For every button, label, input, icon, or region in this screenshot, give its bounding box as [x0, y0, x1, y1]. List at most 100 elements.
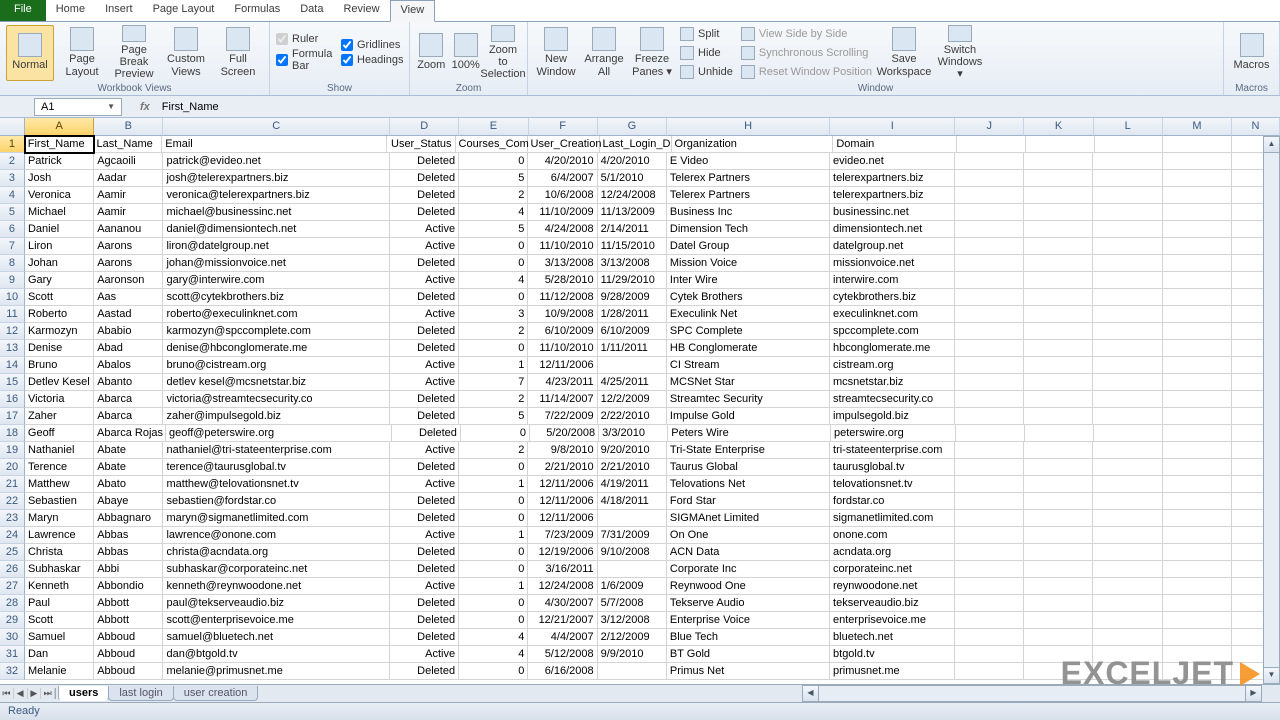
- cell[interactable]: 12/21/2007: [528, 612, 597, 629]
- cell[interactable]: [1093, 578, 1162, 595]
- cell[interactable]: [1163, 391, 1232, 408]
- cell[interactable]: Bruno: [25, 357, 94, 374]
- cell[interactable]: 11/10/2009: [528, 204, 597, 221]
- row-header[interactable]: 21: [0, 476, 25, 493]
- check-gridlines[interactable]: Gridlines: [341, 39, 401, 51]
- cell[interactable]: Dan: [25, 646, 94, 663]
- cell[interactable]: [1093, 170, 1162, 187]
- cell[interactable]: [955, 476, 1024, 493]
- cell[interactable]: Maryn: [25, 510, 94, 527]
- cell[interactable]: detlev kesel@mcsnetstar.biz: [163, 374, 389, 391]
- cell[interactable]: nathaniel@tri-stateenterprise.com: [163, 442, 389, 459]
- cell[interactable]: telerexpartners.biz: [830, 187, 955, 204]
- cell[interactable]: Johan: [25, 255, 94, 272]
- fx-icon[interactable]: fx: [140, 101, 150, 113]
- row-header[interactable]: 12: [0, 323, 25, 340]
- cell[interactable]: Abbondio: [94, 578, 163, 595]
- cell[interactable]: [1093, 493, 1162, 510]
- cell[interactable]: Roberto: [25, 306, 94, 323]
- cell[interactable]: patrick@evideo.net: [163, 153, 389, 170]
- cell[interactable]: Mission Voice: [667, 255, 830, 272]
- cell[interactable]: [1024, 357, 1093, 374]
- cell[interactable]: 4/19/2011: [598, 476, 667, 493]
- cell[interactable]: 0: [459, 459, 528, 476]
- cell[interactable]: Deleted: [390, 561, 459, 578]
- cell[interactable]: dimensiontech.net: [830, 221, 955, 238]
- cell[interactable]: dan@btgold.tv: [163, 646, 389, 663]
- cell[interactable]: bruno@cistream.org: [163, 357, 389, 374]
- cell[interactable]: impulsegold.biz: [830, 408, 955, 425]
- cell[interactable]: 11/10/2010: [528, 238, 597, 255]
- cell[interactable]: 1/6/2009: [598, 578, 667, 595]
- row-header[interactable]: 5: [0, 204, 25, 221]
- cell[interactable]: [1093, 204, 1162, 221]
- cell[interactable]: Scott: [25, 612, 94, 629]
- cell[interactable]: 1: [459, 578, 528, 595]
- cell[interactable]: subhaskar@corporateinc.net: [163, 561, 389, 578]
- cell[interactable]: [1163, 510, 1232, 527]
- column-header-D[interactable]: D: [390, 118, 459, 136]
- cell[interactable]: Deleted: [390, 153, 459, 170]
- check-formula-bar[interactable]: Formula Bar: [276, 48, 336, 72]
- cell[interactable]: [1024, 289, 1093, 306]
- cell[interactable]: [955, 340, 1024, 357]
- cell[interactable]: 0: [459, 289, 528, 306]
- row-header[interactable]: 6: [0, 221, 25, 238]
- cell[interactable]: mcsnetstar.biz: [830, 374, 955, 391]
- cell[interactable]: 1: [459, 527, 528, 544]
- cell[interactable]: [1093, 561, 1162, 578]
- cell[interactable]: 3/12/2008: [598, 612, 667, 629]
- cell[interactable]: Dimension Tech: [667, 221, 830, 238]
- cell[interactable]: corporateinc.net: [830, 561, 955, 578]
- cell[interactable]: telovationsnet.tv: [830, 476, 955, 493]
- row-header[interactable]: 31: [0, 646, 25, 663]
- cell[interactable]: [1024, 493, 1093, 510]
- arrange-allbutton[interactable]: ArrangeAll: [582, 25, 626, 81]
- cell[interactable]: interwire.com: [830, 272, 955, 289]
- cell[interactable]: [1093, 374, 1162, 391]
- custom-views-button[interactable]: CustomViews: [162, 25, 210, 81]
- cell[interactable]: [1163, 527, 1232, 544]
- cell[interactable]: [1163, 459, 1232, 476]
- cell[interactable]: [955, 255, 1024, 272]
- cell[interactable]: Domain: [833, 136, 957, 153]
- cell[interactable]: [1024, 408, 1093, 425]
- select-all-corner[interactable]: [0, 118, 25, 136]
- freeze-panes-button[interactable]: FreezePanes ▾: [630, 25, 674, 81]
- cell[interactable]: 6/4/2007: [528, 170, 597, 187]
- cell[interactable]: Sebastien: [25, 493, 94, 510]
- cell[interactable]: [1093, 306, 1162, 323]
- cell[interactable]: [1163, 187, 1232, 204]
- cell[interactable]: Active: [390, 272, 459, 289]
- cell[interactable]: Abbott: [94, 612, 163, 629]
- cell[interactable]: Active: [390, 357, 459, 374]
- cell[interactable]: 5: [459, 408, 528, 425]
- cell[interactable]: 3/13/2008: [598, 255, 667, 272]
- cell[interactable]: [1163, 442, 1232, 459]
- cell[interactable]: [955, 272, 1024, 289]
- cell[interactable]: 0: [459, 544, 528, 561]
- cell[interactable]: 2/21/2010: [528, 459, 597, 476]
- row-header[interactable]: 17: [0, 408, 25, 425]
- cell[interactable]: 6/10/2009: [528, 323, 597, 340]
- cell[interactable]: 0: [461, 425, 530, 442]
- column-header-A[interactable]: A: [25, 118, 94, 136]
- cell[interactable]: fordstar.co: [830, 493, 955, 510]
- cell[interactable]: Tekserve Audio: [667, 595, 830, 612]
- view-side-by-side-button[interactable]: View Side by Side: [739, 26, 874, 42]
- cell[interactable]: 12/24/2008: [598, 187, 667, 204]
- cell[interactable]: 2: [459, 391, 528, 408]
- cell[interactable]: Detlev Kesel: [25, 374, 94, 391]
- cell[interactable]: [955, 391, 1024, 408]
- cell[interactable]: 7/23/2009: [528, 527, 597, 544]
- cell[interactable]: [1024, 221, 1093, 238]
- cell[interactable]: Datel Group: [667, 238, 830, 255]
- cell[interactable]: [598, 561, 667, 578]
- cell[interactable]: 11/13/2009: [598, 204, 667, 221]
- row-header[interactable]: 13: [0, 340, 25, 357]
- cell[interactable]: Karmozyn: [25, 323, 94, 340]
- cell[interactable]: SIGMAnet Limited: [667, 510, 830, 527]
- cell[interactable]: 0: [459, 340, 528, 357]
- cell[interactable]: 4: [459, 646, 528, 663]
- cell[interactable]: Abbas: [94, 527, 163, 544]
